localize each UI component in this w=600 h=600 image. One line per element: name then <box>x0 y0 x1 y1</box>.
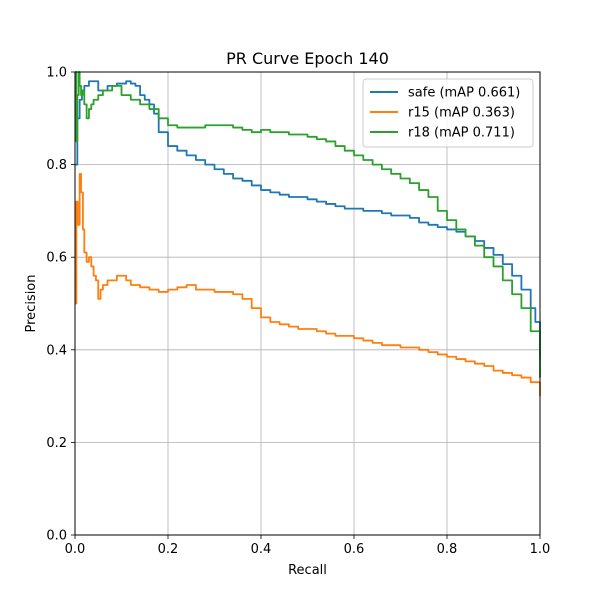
y-tick-label: 0.2 <box>46 436 67 451</box>
x-axis-ticks: 0.0 0.2 0.4 0.6 0.8 1.0 <box>65 535 551 557</box>
y-tick-label: 0.6 <box>46 251 67 266</box>
y-tick-label: 0.0 <box>46 529 67 544</box>
x-tick-label: 0.6 <box>344 542 365 557</box>
series-line-1 <box>75 172 541 397</box>
plot-area <box>75 72 540 535</box>
x-axis-label: Recall <box>288 563 327 578</box>
x-tick-label: 1.0 <box>530 542 551 557</box>
legend-box <box>362 78 534 148</box>
legend-entry-1: r15 (mAP 0.363) <box>408 106 515 121</box>
y-tick-label: 1.0 <box>46 66 67 81</box>
y-tick-label: 0.4 <box>46 343 67 358</box>
y-axis-ticks: 0.0 0.2 0.4 0.6 0.8 1.0 <box>46 66 75 544</box>
legend: safe (mAP 0.661) r15 (mAP 0.363) r18 (mAP … <box>362 78 534 148</box>
chart-title: PR Curve Epoch 140 <box>226 49 389 68</box>
x-tick-label: 0.0 <box>65 542 86 557</box>
x-tick-label: 0.8 <box>437 542 458 557</box>
series-line-2 <box>75 71 541 378</box>
legend-entry-2: r18 (mAP 0.711) <box>408 126 515 141</box>
legend-entry-0: safe (mAP 0.661) <box>408 86 520 101</box>
series-layer <box>75 71 541 397</box>
plot-frame <box>74 71 541 536</box>
y-axis-label: Precision <box>24 274 39 332</box>
y-tick-label: 0.8 <box>46 158 67 173</box>
x-tick-label: 0.2 <box>158 542 179 557</box>
x-tick-label: 0.4 <box>251 542 272 557</box>
